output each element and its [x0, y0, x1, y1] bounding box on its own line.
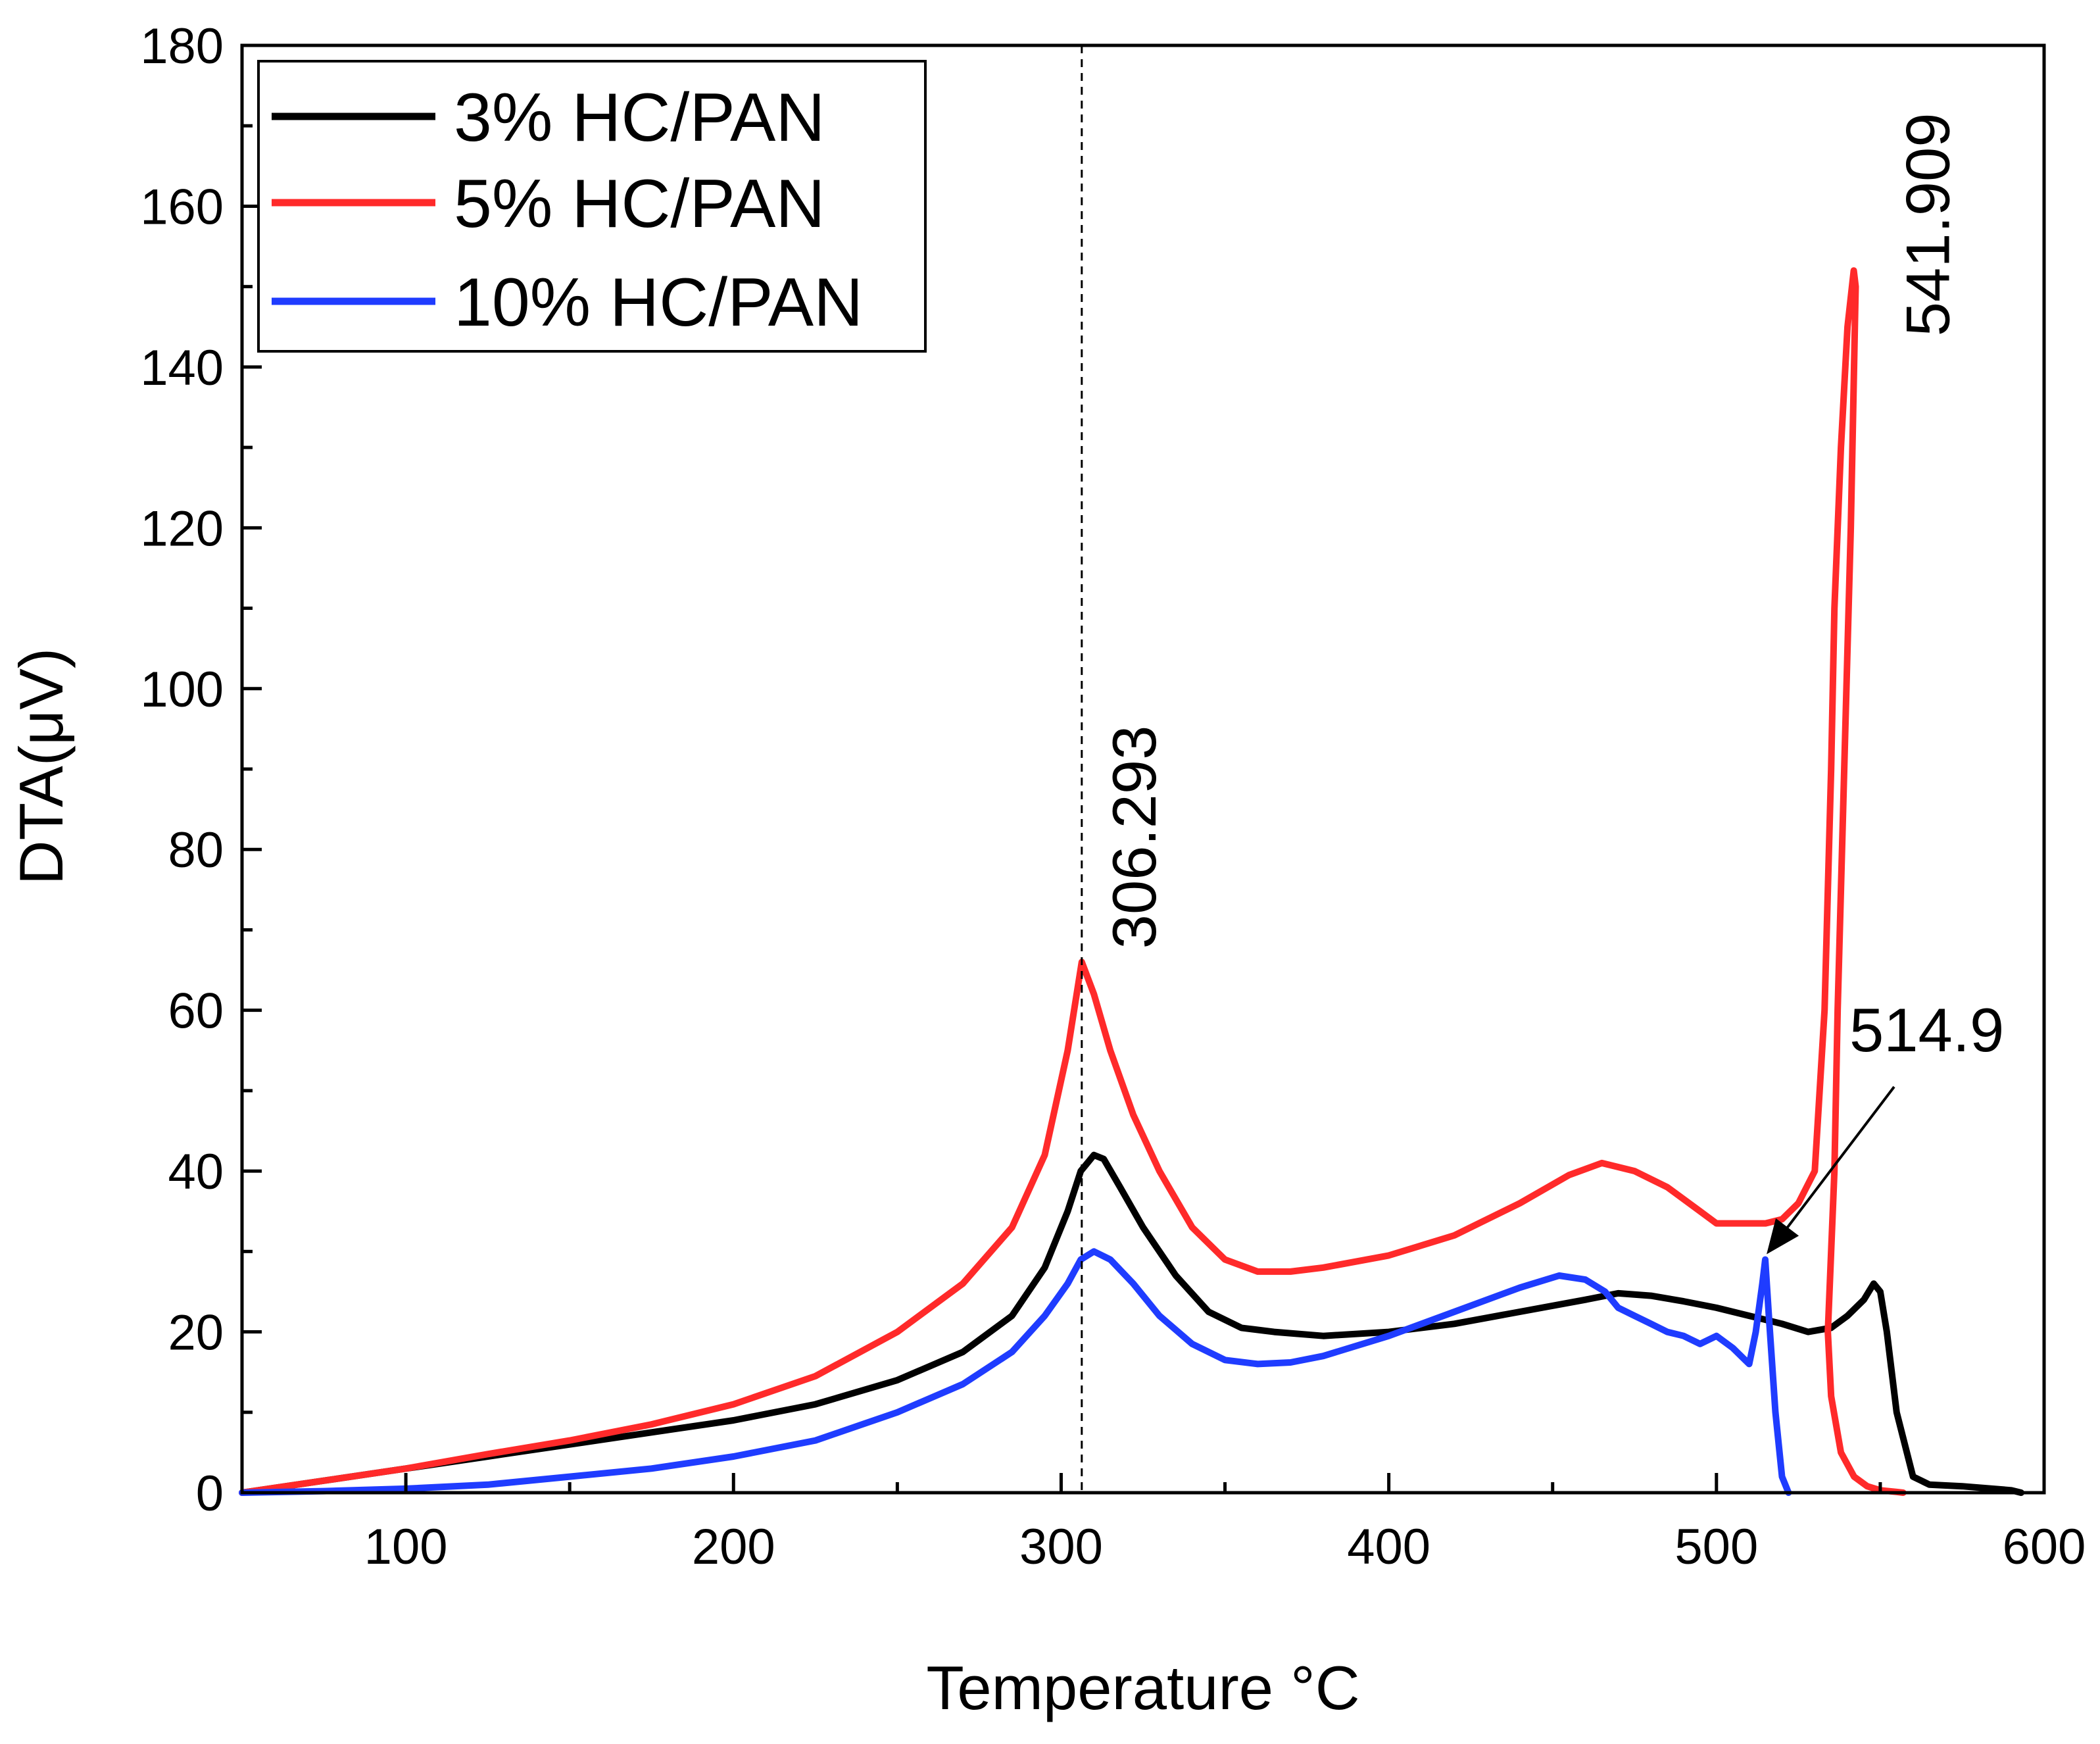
y-axis: 0 20 40 60 80 100 120 140 160 180	[140, 18, 262, 1522]
legend-label-1: 3% HC/PAN	[454, 80, 825, 156]
peak-label-514: 514.9	[1849, 995, 2004, 1064]
peak-arrow-line	[1780, 1085, 1895, 1237]
y-tick-label: 0	[196, 1466, 224, 1522]
x-tick-label: 300	[1019, 1519, 1103, 1575]
x-axis-title: Temperature °C	[926, 1653, 1359, 1722]
y-tick-label: 60	[168, 984, 224, 1039]
series-line-3	[239, 1248, 1792, 1496]
legend-label-3: 10% HC/PAN	[454, 264, 863, 341]
y-axis-title: DTA(μV)	[7, 648, 76, 885]
annotation-layer: 306.293 541.909 514.9	[1100, 112, 2004, 1255]
series-layer	[239, 267, 2025, 1496]
series-line-1	[239, 1151, 2025, 1496]
x-axis: 100 200 300 400 500 600	[240, 1473, 2086, 1575]
legend-label-2: 5% HC/PAN	[454, 166, 825, 242]
x-tick-label: 100	[364, 1519, 448, 1575]
peak-label-541: 541.909	[1893, 112, 1963, 336]
y-tick-label: 140	[140, 340, 224, 396]
x-tick-label: 600	[2003, 1519, 2086, 1575]
x-tick-label: 200	[692, 1519, 775, 1575]
x-tick-label: 500	[1674, 1519, 1758, 1575]
peak-label-306: 306.293	[1100, 726, 1169, 949]
y-tick-label: 120	[140, 501, 224, 557]
y-tick-label: 100	[140, 662, 224, 718]
y-tick-label: 80	[168, 822, 224, 878]
y-tick-label: 20	[168, 1305, 224, 1361]
x-tick-label: 400	[1347, 1519, 1430, 1575]
peak-arrow-head	[1767, 1218, 1799, 1255]
y-tick-label: 160	[140, 179, 224, 235]
y-tick-label: 40	[168, 1144, 224, 1200]
series-line-2	[239, 267, 1907, 1496]
y-tick-label: 180	[140, 18, 224, 74]
legend: 3% HC/PAN 5% HC/PAN 10% HC/PAN	[257, 60, 927, 353]
